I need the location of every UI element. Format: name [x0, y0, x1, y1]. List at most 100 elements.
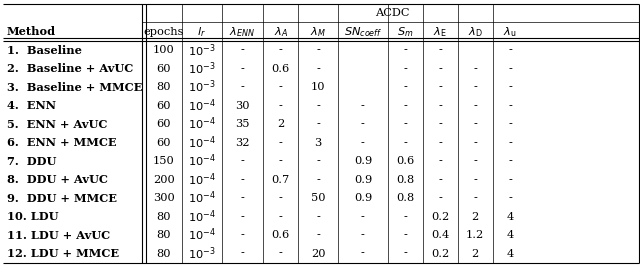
Text: -: -: [278, 156, 282, 166]
Text: 80: 80: [156, 230, 171, 240]
Text: 2: 2: [472, 248, 479, 259]
Text: -: -: [508, 138, 512, 148]
Text: 0.4: 0.4: [431, 230, 449, 240]
Text: 11. LDU + AvUC: 11. LDU + AvUC: [7, 230, 110, 240]
Text: -: -: [241, 248, 244, 259]
Text: -: -: [316, 64, 320, 74]
Text: 80: 80: [156, 248, 171, 259]
Text: 60: 60: [156, 64, 171, 74]
Text: -: -: [403, 230, 407, 240]
Text: -: -: [316, 45, 320, 55]
Text: 100: 100: [153, 45, 175, 55]
Text: 60: 60: [156, 101, 171, 111]
Text: 80: 80: [156, 82, 171, 92]
Text: -: -: [278, 193, 282, 203]
Text: 60: 60: [156, 119, 171, 129]
Text: -: -: [241, 82, 244, 92]
Text: $\lambda_\mathrm{E}$: $\lambda_\mathrm{E}$: [433, 25, 447, 39]
Text: -: -: [361, 119, 365, 129]
Text: -: -: [508, 45, 512, 55]
Text: -: -: [438, 45, 442, 55]
Text: -: -: [241, 193, 244, 203]
Text: Method: Method: [7, 26, 56, 37]
Text: -: -: [438, 156, 442, 166]
Text: 0.9: 0.9: [354, 193, 372, 203]
Text: $10^{-4}$: $10^{-4}$: [188, 171, 216, 188]
Text: $10^{-3}$: $10^{-3}$: [188, 42, 216, 59]
Text: -: -: [438, 101, 442, 111]
Text: 150: 150: [153, 156, 175, 166]
Text: 0.9: 0.9: [354, 174, 372, 185]
Text: $\lambda_M$: $\lambda_M$: [310, 25, 326, 39]
Text: -: -: [438, 119, 442, 129]
Text: -: -: [473, 156, 477, 166]
Text: -: -: [403, 248, 407, 259]
Text: 0.2: 0.2: [431, 211, 449, 222]
Text: $10^{-3}$: $10^{-3}$: [188, 79, 216, 95]
Text: -: -: [278, 211, 282, 222]
Text: $10^{-4}$: $10^{-4}$: [188, 134, 216, 151]
Text: -: -: [473, 101, 477, 111]
Text: $l_r$: $l_r$: [197, 25, 206, 39]
Text: -: -: [508, 101, 512, 111]
Text: -: -: [241, 45, 244, 55]
Text: -: -: [278, 45, 282, 55]
Text: 10: 10: [311, 82, 325, 92]
Text: $10^{-4}$: $10^{-4}$: [188, 116, 216, 132]
Text: -: -: [361, 138, 365, 148]
Text: 4.  ENN: 4. ENN: [7, 100, 56, 111]
Text: $10^{-3}$: $10^{-3}$: [188, 60, 216, 77]
Text: $\lambda_\mathrm{u}$: $\lambda_\mathrm{u}$: [503, 25, 516, 39]
Text: 0.7: 0.7: [271, 174, 290, 185]
Text: -: -: [278, 248, 282, 259]
Text: $10^{-4}$: $10^{-4}$: [188, 208, 216, 225]
Text: -: -: [403, 82, 407, 92]
Text: -: -: [438, 138, 442, 148]
Text: 3.  Baseline + MMCE: 3. Baseline + MMCE: [7, 82, 143, 93]
Text: ACDC: ACDC: [375, 8, 410, 18]
Text: -: -: [361, 101, 365, 111]
Text: 7.  DDU: 7. DDU: [7, 156, 56, 167]
Text: 3: 3: [314, 138, 322, 148]
Text: -: -: [241, 230, 244, 240]
Text: -: -: [473, 193, 477, 203]
Text: -: -: [438, 193, 442, 203]
Text: -: -: [316, 230, 320, 240]
Text: -: -: [278, 82, 282, 92]
Text: epochs: epochs: [143, 27, 184, 37]
Text: 0.6: 0.6: [271, 230, 290, 240]
Text: -: -: [278, 138, 282, 148]
Text: 6.  ENN + MMCE: 6. ENN + MMCE: [7, 137, 116, 148]
Text: 60: 60: [156, 138, 171, 148]
Text: -: -: [473, 64, 477, 74]
Text: 1.2: 1.2: [466, 230, 484, 240]
Text: -: -: [316, 101, 320, 111]
Text: -: -: [241, 211, 244, 222]
Text: 2: 2: [277, 119, 284, 129]
Text: -: -: [361, 248, 365, 259]
Text: 5.  ENN + AvUC: 5. ENN + AvUC: [7, 119, 108, 130]
Text: 0.8: 0.8: [396, 193, 414, 203]
Text: -: -: [403, 211, 407, 222]
Text: $10^{-3}$: $10^{-3}$: [188, 245, 216, 262]
Text: 0.6: 0.6: [396, 156, 414, 166]
Text: 300: 300: [153, 193, 175, 203]
Text: 50: 50: [311, 193, 325, 203]
Text: -: -: [473, 119, 477, 129]
Text: 0.6: 0.6: [271, 64, 290, 74]
Text: 4: 4: [506, 248, 514, 259]
Text: -: -: [316, 211, 320, 222]
Text: -: -: [241, 174, 244, 185]
Text: -: -: [403, 45, 407, 55]
Text: -: -: [438, 64, 442, 74]
Text: 4: 4: [506, 230, 514, 240]
Text: 35: 35: [236, 119, 250, 129]
Text: -: -: [508, 82, 512, 92]
Text: -: -: [403, 138, 407, 148]
Text: -: -: [438, 174, 442, 185]
Text: 0.9: 0.9: [354, 156, 372, 166]
Text: $\lambda_A$: $\lambda_A$: [273, 25, 288, 39]
Text: $SN_{coeff}$: $SN_{coeff}$: [344, 25, 382, 39]
Text: 32: 32: [236, 138, 250, 148]
Text: $10^{-4}$: $10^{-4}$: [188, 153, 216, 169]
